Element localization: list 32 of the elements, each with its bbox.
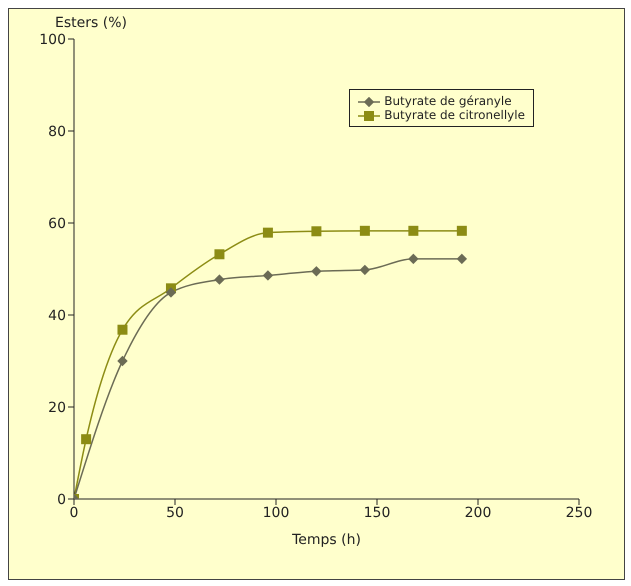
x-tick-label: 250	[566, 504, 592, 521]
point	[117, 356, 128, 366]
point	[456, 226, 467, 236]
x-tick-label: 200	[464, 504, 492, 521]
point	[456, 254, 467, 264]
point	[408, 254, 418, 264]
point	[214, 274, 224, 285]
y-tick-label: 100	[39, 32, 66, 48]
x-tick-label: 0	[70, 504, 78, 521]
point	[408, 226, 418, 236]
y-tick-label: 60	[48, 216, 66, 232]
x-tick-label: 100	[262, 504, 290, 521]
point	[117, 324, 128, 335]
point	[360, 264, 370, 275]
point	[360, 226, 370, 236]
y-tick-label: 20	[48, 400, 66, 416]
point	[81, 434, 92, 444]
point	[262, 228, 273, 238]
y-tick-label: 0	[57, 492, 66, 508]
point	[166, 287, 176, 298]
legend-label: Butyrate de citronellyle	[384, 108, 525, 122]
y-axis-title: Esters (%)	[55, 15, 127, 31]
x-axis-title: Temps (h)	[291, 532, 361, 548]
y-tick-label: 80	[48, 124, 66, 140]
point	[214, 249, 224, 260]
y-tick-label: 40	[48, 308, 66, 324]
x-tick-label: 150	[364, 504, 390, 521]
legend-label: Butyrate de géranyle	[384, 94, 512, 108]
point	[311, 226, 322, 236]
point	[262, 270, 273, 280]
x-tick-label: 50	[166, 504, 184, 521]
point	[311, 266, 322, 276]
